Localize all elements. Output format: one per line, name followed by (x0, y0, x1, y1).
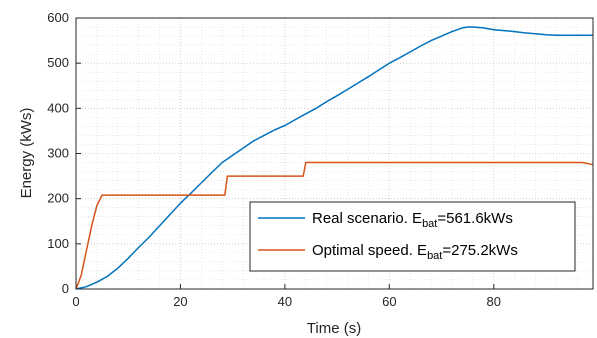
legend-label-real: Real scenario. Ebat=561.6kWs (312, 210, 513, 230)
y-axis-label: Energy (kWs) (18, 108, 35, 199)
x-tick-label: 60 (382, 294, 396, 309)
y-tick-label: 400 (47, 100, 69, 115)
legend: Real scenario. Ebat=561.6kWs Optimal spe… (249, 201, 576, 272)
x-tick-label: 80 (487, 294, 501, 309)
x-axis-label: Time (s) (307, 320, 361, 337)
y-tick-label: 100 (47, 236, 69, 251)
legend-box (249, 201, 576, 272)
y-tick-label: 600 (47, 10, 69, 25)
y-tick-label: 500 (47, 55, 69, 70)
x-tick-label: 40 (278, 294, 292, 309)
x-tick-label: 0 (72, 294, 79, 309)
series-line-real-scenario (75, 26, 593, 290)
x-tick-label: 20 (173, 294, 187, 309)
legend-label-optimal: Optimal speed. Ebat=275.2kWs (312, 242, 518, 262)
y-axis-ticks: 0 100 200 300 400 500 600 (47, 10, 81, 296)
series-line-optimal-speed (75, 161, 594, 290)
series-lines (75, 26, 594, 290)
y-tick-label: 300 (47, 146, 69, 161)
y-tick-label: 200 (47, 191, 69, 206)
x-axis-ticks: 0 20 40 60 80 (72, 284, 501, 309)
y-tick-label: 0 (62, 281, 69, 296)
